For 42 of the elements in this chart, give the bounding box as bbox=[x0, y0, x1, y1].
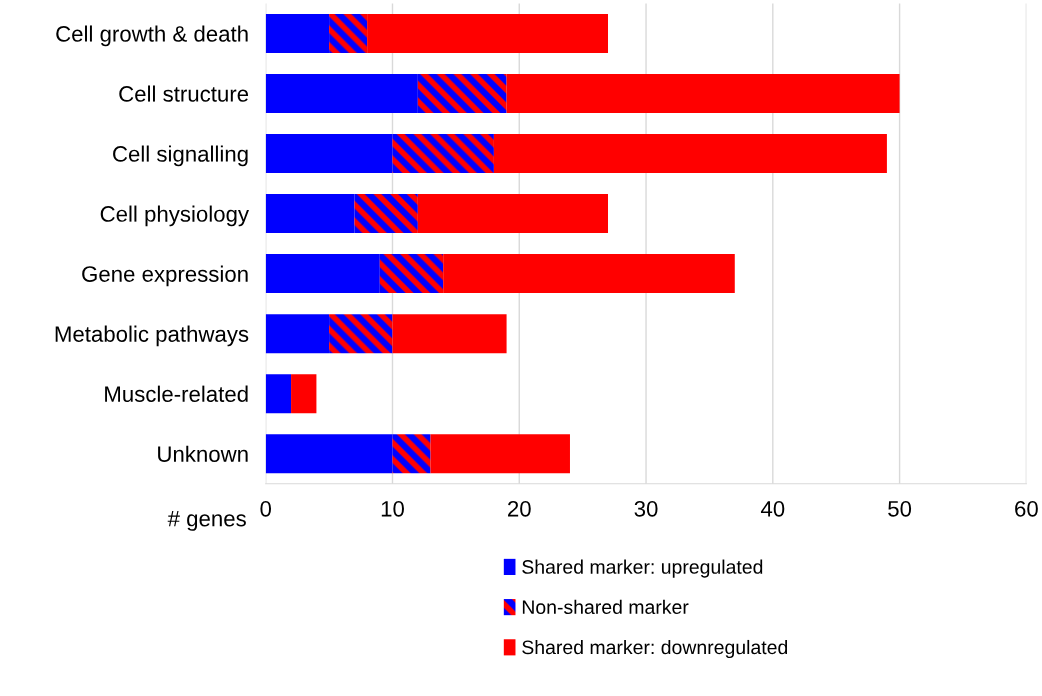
x-axis-title: # genes bbox=[167, 511, 246, 531]
bar bbox=[291, 374, 317, 414]
y-tick-label: Cell physiology bbox=[100, 205, 250, 227]
bar bbox=[354, 194, 418, 234]
y-tick-label: Cell growth & death bbox=[56, 25, 248, 47]
bar bbox=[265, 254, 380, 294]
legend-label: Shared marker: downregulated bbox=[522, 639, 788, 659]
bar bbox=[392, 314, 507, 354]
bar bbox=[367, 13, 609, 53]
bar bbox=[493, 134, 887, 174]
legend-label: Shared marker: upregulated bbox=[522, 559, 763, 578]
x-tick-label: 10 bbox=[381, 500, 404, 517]
y-tick-label: Metabolic pathways bbox=[55, 325, 249, 347]
x-tick-label: 20 bbox=[508, 500, 531, 517]
bar bbox=[417, 194, 609, 234]
bar bbox=[265, 74, 418, 114]
bar bbox=[417, 74, 507, 114]
y-tick-label: Gene expression bbox=[82, 265, 248, 287]
bar bbox=[329, 13, 368, 53]
bar bbox=[443, 254, 735, 294]
x-tick-label: 40 bbox=[760, 500, 785, 517]
x-tick-label: 50 bbox=[888, 500, 912, 517]
x-tick-label: 30 bbox=[634, 500, 658, 517]
bar bbox=[265, 134, 393, 174]
bar bbox=[329, 314, 393, 354]
y-tick-label: Muscle-related bbox=[105, 385, 248, 402]
bar bbox=[265, 434, 393, 474]
bar bbox=[392, 434, 431, 474]
y-tick-label: Cell signalling bbox=[113, 145, 248, 167]
y-tick-label: Cell structure bbox=[119, 85, 249, 102]
legend-label: Non-shared marker bbox=[522, 599, 689, 615]
bar bbox=[392, 134, 494, 174]
y-tick-label: Unknown bbox=[158, 445, 248, 462]
bar bbox=[506, 74, 900, 114]
bar bbox=[265, 314, 330, 354]
bar bbox=[430, 434, 570, 474]
bar bbox=[265, 374, 292, 414]
x-tick-label: 0 bbox=[260, 500, 272, 517]
bar bbox=[265, 13, 330, 53]
bar bbox=[265, 194, 355, 234]
x-tick-label: 60 bbox=[1015, 500, 1038, 517]
bar bbox=[379, 254, 444, 294]
